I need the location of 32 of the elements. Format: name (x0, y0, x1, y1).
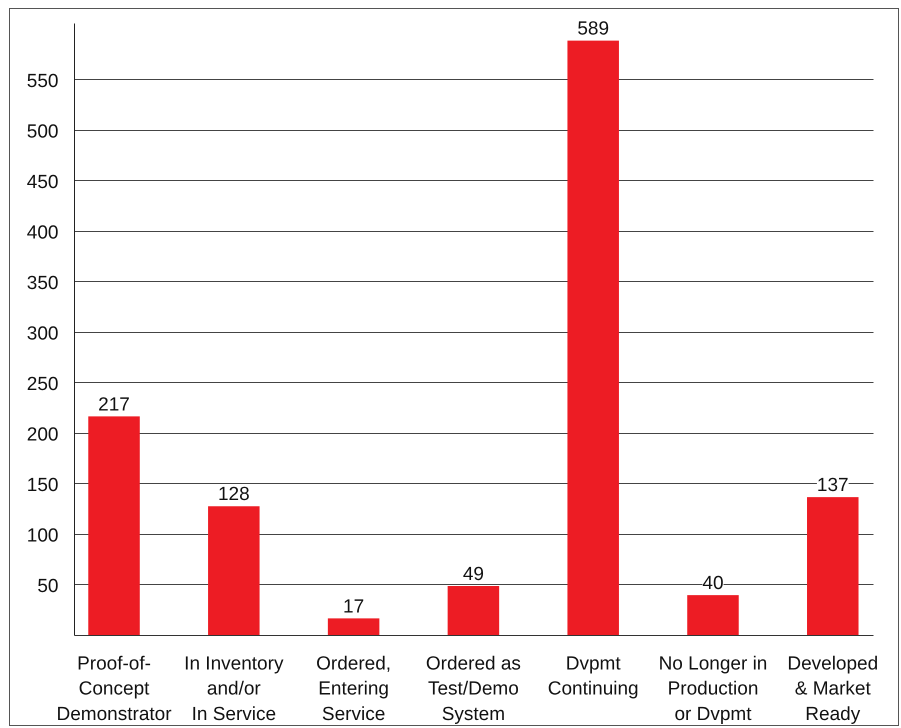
data-label: 17 (343, 596, 364, 618)
x-tick-label: Ordered, Entering Service (316, 654, 392, 725)
data-label: 49 (462, 564, 484, 586)
bar (687, 595, 739, 636)
bar (88, 416, 140, 636)
y-tick-label: 250 (26, 374, 58, 395)
y-tick-label: 400 (26, 222, 58, 244)
y-tick-label: 500 (26, 121, 58, 142)
data-label: 217 (98, 394, 130, 416)
data-label: 589 (577, 18, 610, 40)
data-label: 137 (816, 475, 849, 496)
y-tick-label: 550 (26, 70, 58, 92)
y-tick-label: 350 (26, 272, 58, 294)
bar (807, 497, 859, 636)
data-label: 40 (702, 573, 724, 594)
y-tick-label: 100 (26, 526, 58, 546)
x-tick-label: Developed & Market Ready (787, 654, 878, 725)
y-tick-label: 450 (26, 172, 58, 193)
x-tick-label: Proof-of- Concept Demonstrator (56, 654, 172, 725)
bar (448, 586, 500, 636)
x-tick-label: In Inventory and/or In Service (184, 654, 284, 725)
data-label: 128 (218, 484, 250, 506)
y-tick-label: 200 (26, 424, 58, 446)
bar (328, 618, 380, 636)
bar (208, 506, 260, 636)
x-tick-label: Dvpmt Continuing (548, 654, 639, 700)
x-tick-label: Ordered as Test/Demo System (426, 654, 521, 725)
y-tick-label: 300 (26, 323, 58, 344)
y-tick-label: 150 (26, 475, 58, 496)
y-tick-label: 50 (37, 576, 59, 597)
bar (567, 40, 619, 636)
x-tick-label: No Longer in Production or Dvpmt (658, 654, 768, 725)
